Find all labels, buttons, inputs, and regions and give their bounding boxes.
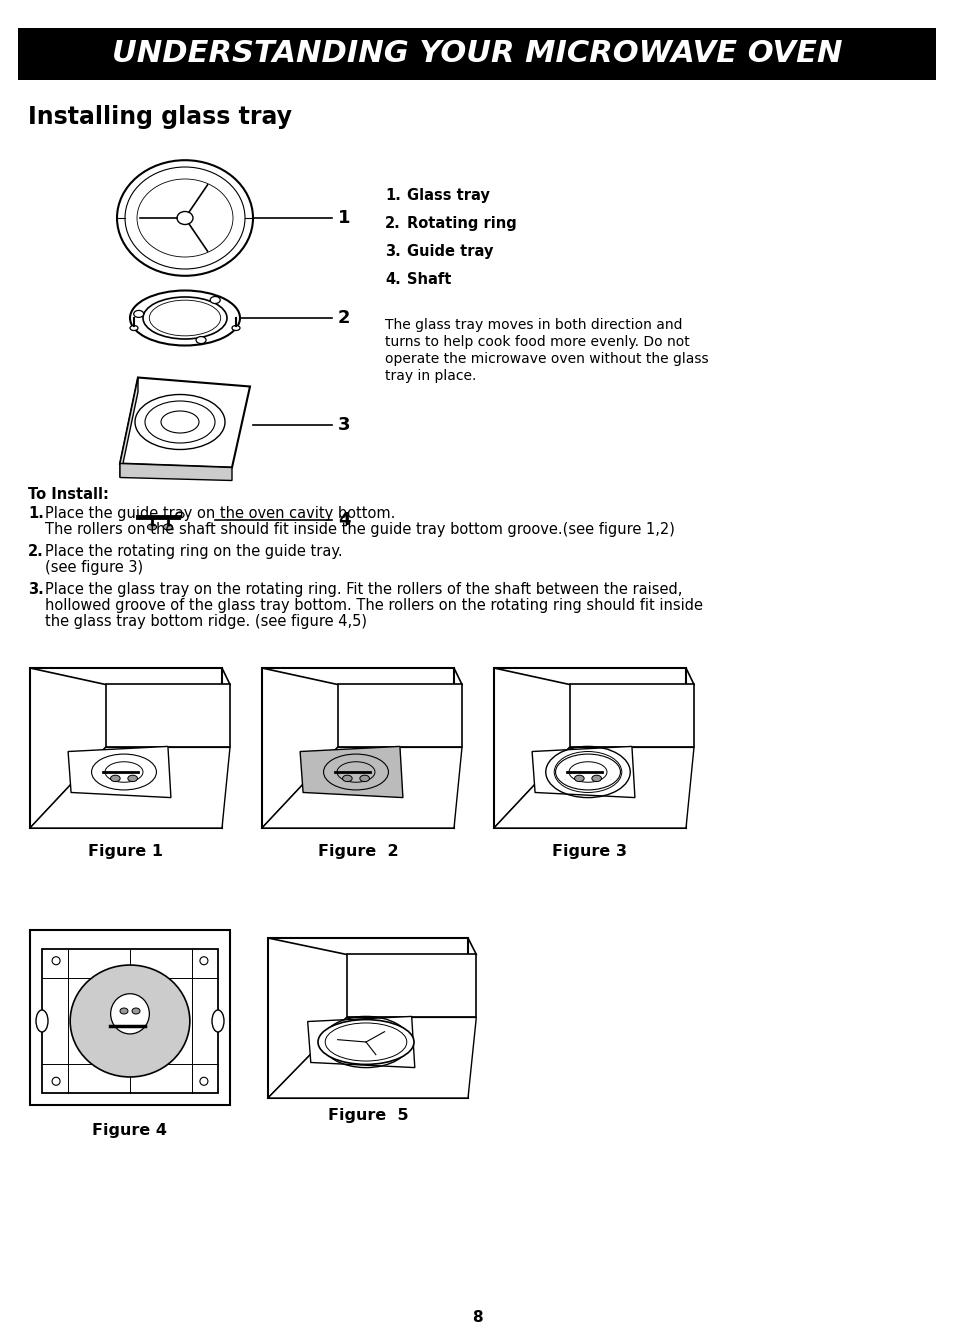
Ellipse shape bbox=[111, 993, 150, 1033]
Bar bbox=[30, 930, 230, 1104]
Ellipse shape bbox=[332, 1024, 399, 1060]
Polygon shape bbox=[120, 377, 138, 478]
Ellipse shape bbox=[71, 965, 190, 1078]
Text: 1.: 1. bbox=[28, 506, 44, 521]
Text: operate the microwave oven without the glass: operate the microwave oven without the g… bbox=[385, 352, 708, 366]
Polygon shape bbox=[120, 377, 250, 467]
Text: Glass tray: Glass tray bbox=[407, 188, 489, 203]
Bar bbox=[42, 949, 218, 1092]
Ellipse shape bbox=[130, 326, 138, 330]
Ellipse shape bbox=[111, 776, 120, 781]
Text: 2.: 2. bbox=[385, 216, 400, 231]
Text: 3.: 3. bbox=[28, 582, 44, 597]
Text: Place the guide tray on the oven cavity bottom.: Place the guide tray on the oven cavity … bbox=[45, 506, 395, 521]
Bar bbox=[268, 938, 468, 1098]
Text: Rotating ring: Rotating ring bbox=[407, 216, 517, 231]
Ellipse shape bbox=[370, 1045, 379, 1052]
Bar bbox=[494, 668, 685, 828]
Polygon shape bbox=[30, 747, 230, 828]
Text: 4: 4 bbox=[337, 511, 350, 529]
Text: 3.: 3. bbox=[385, 244, 400, 259]
Ellipse shape bbox=[346, 1032, 385, 1052]
Ellipse shape bbox=[200, 957, 208, 965]
Text: Figure 4: Figure 4 bbox=[92, 1123, 168, 1138]
Ellipse shape bbox=[52, 957, 60, 965]
Ellipse shape bbox=[120, 1008, 128, 1015]
Ellipse shape bbox=[568, 762, 606, 782]
Text: the glass tray bottom ridge. (see figure 4,5): the glass tray bottom ridge. (see figure… bbox=[45, 615, 367, 629]
Polygon shape bbox=[120, 463, 232, 480]
Ellipse shape bbox=[175, 513, 184, 518]
Ellipse shape bbox=[325, 1023, 406, 1062]
Ellipse shape bbox=[359, 776, 369, 781]
Text: Guide tray: Guide tray bbox=[407, 244, 493, 259]
Ellipse shape bbox=[52, 1078, 60, 1086]
Text: Shaft: Shaft bbox=[407, 272, 451, 287]
Bar bbox=[30, 668, 222, 828]
Text: Installing glass tray: Installing glass tray bbox=[28, 105, 292, 129]
Polygon shape bbox=[569, 684, 693, 747]
Polygon shape bbox=[532, 746, 635, 797]
Ellipse shape bbox=[323, 754, 388, 790]
Text: tray in place.: tray in place. bbox=[385, 369, 476, 382]
Ellipse shape bbox=[91, 754, 156, 790]
Ellipse shape bbox=[232, 326, 240, 330]
Ellipse shape bbox=[200, 1078, 208, 1086]
Ellipse shape bbox=[352, 1045, 361, 1052]
Polygon shape bbox=[308, 1016, 415, 1068]
Ellipse shape bbox=[591, 776, 600, 781]
Polygon shape bbox=[494, 747, 693, 828]
Text: 3: 3 bbox=[337, 416, 350, 433]
Text: Figure  2: Figure 2 bbox=[317, 844, 398, 859]
Text: turns to help cook food more evenly. Do not: turns to help cook food more evenly. Do … bbox=[385, 336, 689, 349]
Ellipse shape bbox=[163, 523, 172, 530]
Polygon shape bbox=[68, 746, 171, 797]
Ellipse shape bbox=[336, 762, 375, 782]
Ellipse shape bbox=[148, 523, 156, 530]
Ellipse shape bbox=[132, 1008, 140, 1015]
Text: 8: 8 bbox=[471, 1311, 482, 1326]
Text: To Install:: To Install: bbox=[28, 487, 109, 502]
Text: Place the glass tray on the rotating ring. Fit the rollers of the shaft between : Place the glass tray on the rotating rin… bbox=[45, 582, 681, 597]
Text: Place the rotating ring on the guide tray.: Place the rotating ring on the guide tra… bbox=[45, 544, 342, 560]
Text: Figure  5: Figure 5 bbox=[327, 1108, 408, 1123]
Text: (see figure 3): (see figure 3) bbox=[45, 560, 143, 574]
Polygon shape bbox=[300, 746, 402, 797]
Text: UNDERSTANDING YOUR MICROWAVE OVEN: UNDERSTANDING YOUR MICROWAVE OVEN bbox=[112, 39, 841, 68]
Text: The rollers on the shaft should fit inside the guide tray bottom groove.(see fig: The rollers on the shaft should fit insi… bbox=[45, 522, 674, 537]
Ellipse shape bbox=[317, 1020, 414, 1064]
Text: Figure 3: Figure 3 bbox=[552, 844, 627, 859]
Bar bbox=[18, 28, 935, 81]
Bar bbox=[262, 668, 454, 828]
Polygon shape bbox=[346, 954, 476, 1017]
Text: 4.: 4. bbox=[385, 272, 400, 287]
Ellipse shape bbox=[105, 762, 143, 782]
Polygon shape bbox=[337, 684, 461, 747]
Ellipse shape bbox=[342, 776, 352, 781]
Polygon shape bbox=[262, 747, 461, 828]
Ellipse shape bbox=[128, 776, 137, 781]
Ellipse shape bbox=[555, 754, 619, 790]
Ellipse shape bbox=[574, 776, 583, 781]
Text: Figure 1: Figure 1 bbox=[89, 844, 163, 859]
Polygon shape bbox=[268, 1017, 476, 1098]
Ellipse shape bbox=[36, 1011, 48, 1032]
Text: 1.: 1. bbox=[385, 188, 400, 203]
Text: 2: 2 bbox=[337, 309, 350, 327]
Text: The glass tray moves in both direction and: The glass tray moves in both direction a… bbox=[385, 318, 681, 331]
Ellipse shape bbox=[212, 1011, 224, 1032]
Text: hollowed groove of the glass tray bottom. The rollers on the rotating ring shoul: hollowed groove of the glass tray bottom… bbox=[45, 599, 702, 613]
Polygon shape bbox=[106, 684, 230, 747]
Ellipse shape bbox=[177, 212, 193, 224]
Ellipse shape bbox=[133, 310, 144, 318]
Ellipse shape bbox=[196, 337, 206, 344]
Text: 2.: 2. bbox=[28, 544, 44, 560]
Ellipse shape bbox=[210, 297, 220, 303]
Text: 1: 1 bbox=[337, 209, 350, 227]
